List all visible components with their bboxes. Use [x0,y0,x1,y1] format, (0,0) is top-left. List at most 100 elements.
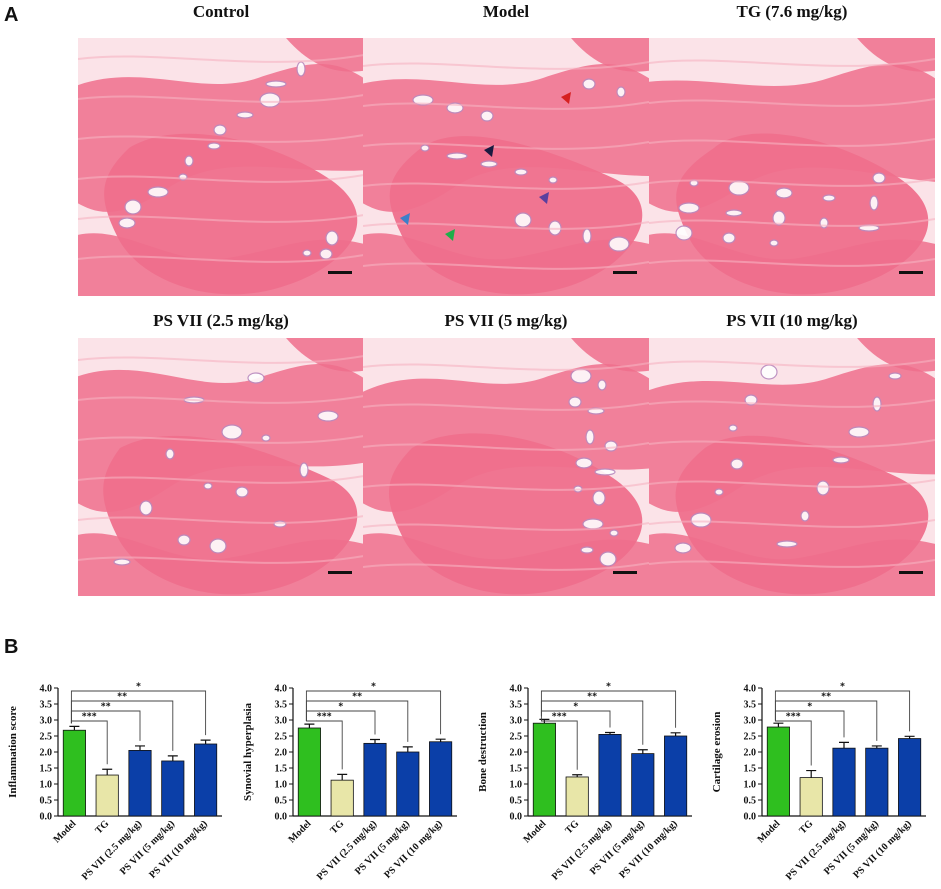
error-bar [304,723,315,728]
y-tick-label: 0.5 [40,796,53,807]
y-tick-label: 3.0 [510,716,523,727]
bar [161,760,185,817]
significance-bracket [540,716,578,770]
histology-image [78,38,364,296]
bar [532,722,556,817]
y-tick-label: 3.5 [40,700,53,711]
bar-chart: Synovial hyperplasia 0.0 0.5 1.0 1.5 2.0 2.5 3.… [239,672,467,889]
category-label: Model [286,818,313,845]
significance-label: * [371,682,376,693]
significance-label: ** [821,692,831,703]
significance-bracket [305,690,442,735]
y-tick-label: 4.0 [40,684,53,695]
significance-label: * [840,682,845,693]
significance-label: ** [101,702,111,713]
image-title: TG (7.6 mg/kg) [736,2,848,21]
y-tick-label: 2.5 [40,732,53,743]
y-axis-label: Cartilage erosion [711,712,723,793]
error-bar [637,749,648,754]
bar [598,734,622,817]
annotation-arrow [539,192,549,204]
error-bar [167,755,178,761]
category-label: PS VII (10 mg/kg) [147,818,209,880]
y-tick-label: 1.5 [744,764,757,775]
significance-bracket [70,690,207,736]
category-label: PS VII (10 mg/kg) [617,818,679,880]
histology-image [78,338,364,596]
error-bar [839,741,849,749]
error-bar [102,768,113,776]
y-tick-label: 2.0 [510,748,523,759]
scale-bar [328,571,352,574]
category-label: PS VII (10 mg/kg) [382,818,444,880]
y-tick-label: 0.5 [744,796,757,807]
error-bar [200,739,211,744]
significance-label: ** [587,692,597,703]
bar [396,751,420,817]
annotation-arrow [445,229,455,241]
category-label: TG [797,818,815,836]
bar [832,747,856,817]
significance-label: * [807,702,812,713]
y-tick-label: 0.5 [510,796,523,807]
y-tick-label: 2.0 [40,748,53,759]
y-tick-label: 1.0 [275,780,288,791]
category-label: TG [563,818,581,836]
bar [363,742,387,817]
bar [799,777,823,817]
y-tick-label: 1.5 [275,764,288,775]
error-bar [69,725,80,731]
significance-label: *** [82,712,97,723]
bar [631,753,655,817]
category-label: Model [755,818,782,845]
significance-label: * [136,682,141,693]
histology-image [649,38,935,296]
y-tick-label: 4.0 [744,684,757,695]
error-bar [904,735,915,739]
annotation-arrow [484,145,494,157]
error-bar [806,769,817,778]
y-tick-label: 1.5 [510,764,523,775]
bar [429,741,453,817]
bar [194,743,218,817]
bar [95,774,119,817]
significance-label: ** [352,692,362,703]
y-axis-label: Synovial hyperplasia [242,702,254,801]
scale-bar [899,571,923,574]
scale-bar [328,271,352,274]
y-tick-label: 3.0 [275,716,288,727]
bar [865,747,889,817]
histology-image [363,38,649,296]
annotation-arrow [561,92,571,104]
significance-label: * [606,682,611,693]
y-tick-label: 3.5 [744,700,757,711]
panel-a-letter: A [4,4,19,26]
significance-bracket [774,720,812,766]
y-tick-label: 3.0 [40,716,53,727]
category-label: TG [93,818,111,836]
y-tick-label: 2.5 [510,732,523,743]
histology-image [363,338,649,596]
bar [62,729,86,817]
panel-b-letter: B [4,636,19,658]
error-bar [670,732,681,736]
category-label: TG [328,818,346,836]
image-title: Model [482,2,530,21]
y-tick-label: 1.0 [510,780,523,791]
significance-label: *** [552,712,567,723]
significance-label: *** [786,712,801,723]
y-axis-label: Bone destruction [477,712,489,792]
bar-chart: Inflammation score 0.0 0.5 1.0 1.5 2.0 2.5 3.0 3… [4,672,232,889]
error-bar [435,738,446,742]
y-tick-label: 2.0 [275,748,288,759]
significance-bracket [70,700,174,751]
error-bar [370,738,380,744]
significance-bracket [540,690,677,728]
bar [128,750,152,817]
y-tick-label: 3.5 [510,700,523,711]
category-label: PS VII (2.5 mg/kg) [315,818,379,882]
y-tick-label: 0.0 [40,812,53,823]
error-bar [773,722,784,728]
scale-bar [613,271,637,274]
y-tick-label: 2.0 [744,748,757,759]
